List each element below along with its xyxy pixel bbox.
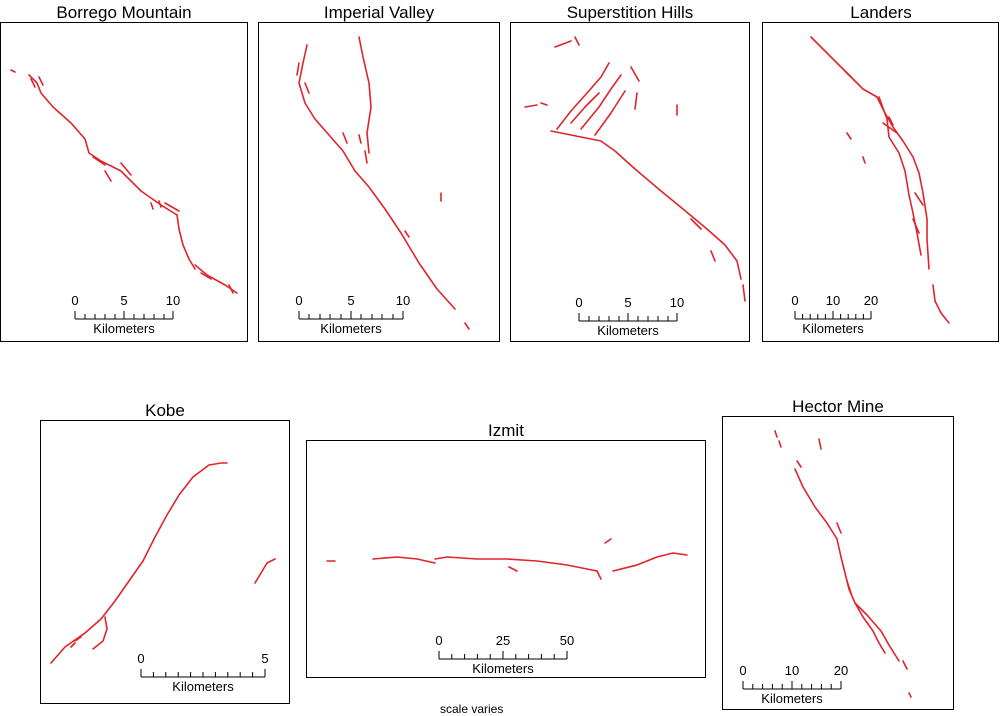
- scale-bar-imperial-valley: 0 5 10 Kilometers: [295, 293, 410, 336]
- fault-traces-hector-mine: [774, 430, 912, 698]
- scale-label: 5: [261, 651, 268, 666]
- scale-bar-hector-mine: 0 10 20 Kilometers: [739, 663, 848, 706]
- panel-title-landers: Landers: [850, 3, 912, 22]
- scale-unit: Kilometers: [802, 321, 864, 336]
- scale-label: 5: [624, 295, 631, 310]
- panel-title-izmit: Izmit: [488, 421, 524, 440]
- fault-traces-landers: [810, 36, 950, 324]
- scale-label: 0: [137, 651, 144, 666]
- scale-label: 10: [166, 293, 180, 308]
- scale-bar-landers: 0 10 20 Kilometers: [791, 293, 878, 336]
- scale-label: 0: [575, 295, 582, 310]
- scale-unit: Kilometers: [172, 679, 234, 694]
- footnote-scale-varies: scale varies: [440, 702, 504, 716]
- map-frame-superstition-hills: 0 5 10 Kilometers: [510, 22, 750, 342]
- map-frame-izmit: 0 25 50 Kilometers: [306, 440, 706, 678]
- scale-unit: Kilometers: [597, 323, 659, 338]
- scale-label: 10: [396, 293, 410, 308]
- scale-bar-izmit: 0 25 50 Kilometers: [435, 633, 574, 676]
- map-frame-borrego-mountain: 0 5 10 Kilometers: [0, 22, 248, 342]
- map-frame-hector-mine: 0 10 20 Kilometers: [722, 416, 954, 710]
- scale-bar-borrego-mountain: 0 5 10 Kilometers: [71, 293, 180, 336]
- scale-label: 0: [791, 293, 798, 308]
- scale-label: 5: [347, 293, 354, 308]
- panel-title-hector-mine: Hector Mine: [792, 397, 884, 416]
- scale-bar-kobe: 0 5 Kilometers: [137, 651, 268, 694]
- fault-traces-superstition-hills: [524, 36, 746, 302]
- panel-title-superstition-hills: Superstition Hills: [566, 3, 694, 22]
- map-frame-kobe: 0 5 Kilometers: [40, 420, 290, 704]
- fault-traces-kobe: [50, 462, 276, 664]
- scale-unit: Kilometers: [761, 691, 823, 706]
- panel-title-kobe: Kobe: [145, 401, 185, 420]
- scale-label: 10: [785, 663, 799, 678]
- panel-title-borrego-mountain: Borrego Mountain: [56, 3, 192, 22]
- scale-label: 50: [560, 633, 574, 648]
- scale-label: 5: [120, 293, 127, 308]
- scale-label: 0: [71, 293, 78, 308]
- scale-unit: Kilometers: [472, 661, 534, 676]
- scale-unit: Kilometers: [93, 321, 155, 336]
- scale-label: 20: [864, 293, 878, 308]
- fault-traces-borrego-mountain: [10, 69, 238, 294]
- scale-label: 10: [826, 293, 840, 308]
- map-frame-landers: 0 10 20 Kilometers: [762, 22, 999, 342]
- fault-traces-imperial-valley: [296, 36, 470, 330]
- map-frame-imperial-valley: 0 5 10 Kilometers: [258, 22, 500, 342]
- scale-unit: Kilometers: [320, 321, 382, 336]
- scale-label: 25: [496, 633, 510, 648]
- scale-label: 20: [834, 663, 848, 678]
- scale-label: 0: [435, 633, 442, 648]
- scale-label: 0: [295, 293, 302, 308]
- scale-bar-superstition-hills: 0 5 10 Kilometers: [575, 295, 684, 338]
- scale-label: 10: [670, 295, 684, 310]
- panel-title-imperial-valley: Imperial Valley: [323, 3, 435, 22]
- scale-label: 0: [739, 663, 746, 678]
- fault-traces-izmit: [326, 538, 688, 580]
